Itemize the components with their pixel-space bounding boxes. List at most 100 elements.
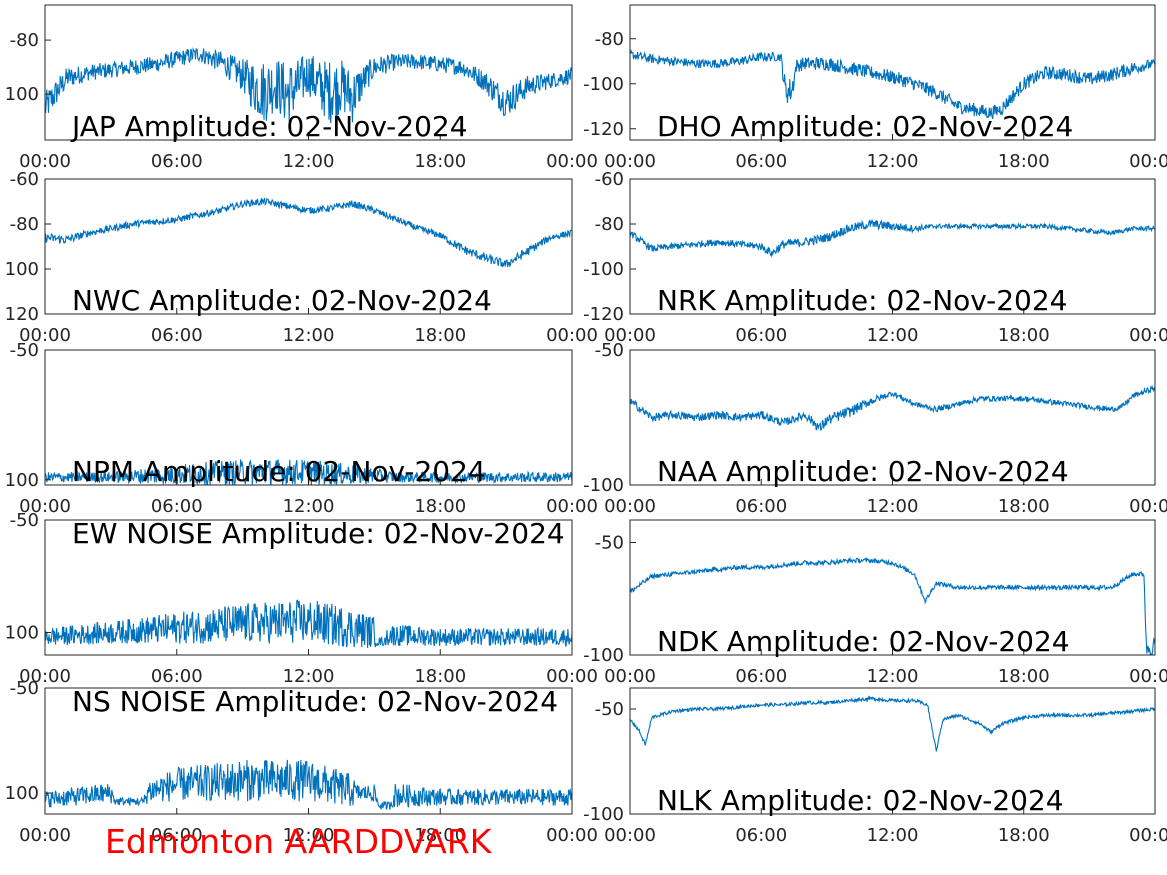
y-tick-label: -50 <box>595 533 624 554</box>
series-line <box>630 218 1155 258</box>
x-tick-label: 00:00 <box>604 666 656 687</box>
chart-title: NRK Amplitude: 02-Nov-2024 <box>657 284 1067 317</box>
x-tick-label: 00:00 <box>546 666 598 687</box>
x-tick-label: 18:00 <box>414 496 466 517</box>
x-tick-label: 00:00 <box>19 151 71 172</box>
x-tick-label: 18:00 <box>414 825 466 846</box>
y-tick-label: 100 <box>5 783 39 804</box>
x-tick-label: 06:00 <box>151 825 203 846</box>
chart-title: JAP Amplitude: 02-Nov-2024 <box>70 110 468 143</box>
x-tick-label: 12:00 <box>283 666 335 687</box>
series-line <box>45 599 572 649</box>
y-tick-label: -120 <box>583 119 624 140</box>
series-line <box>45 759 572 810</box>
y-tick-label: -80 <box>595 214 624 235</box>
y-tick-label: -50 <box>10 510 39 531</box>
x-tick-label: 18:00 <box>414 325 466 346</box>
chart-panel: -80-100-12000:0006:0012:0018:0000:00DHO … <box>583 4 1167 172</box>
chart-title: NPM Amplitude: 02-Nov-2024 <box>72 455 486 488</box>
y-tick-label: -100 <box>583 475 624 496</box>
x-tick-label: 00:00 <box>604 496 656 517</box>
x-tick-label: 00:00 <box>19 325 71 346</box>
x-tick-label: 12:00 <box>867 825 919 846</box>
x-tick-label: 00:00 <box>1129 825 1167 846</box>
x-tick-label: 00:00 <box>19 666 71 687</box>
y-tick-label: -60 <box>10 169 39 190</box>
y-tick-label: -120 <box>583 304 624 325</box>
series-line <box>630 695 1155 752</box>
y-tick-label: -50 <box>10 678 39 699</box>
chart-title: NWC Amplitude: 02-Nov-2024 <box>72 284 492 317</box>
x-tick-label: 12:00 <box>283 825 335 846</box>
x-tick-label: 06:00 <box>735 325 787 346</box>
y-tick-label: -50 <box>595 340 624 361</box>
x-tick-label: 00:00 <box>1129 325 1167 346</box>
x-tick-label: 00:00 <box>1129 496 1167 517</box>
y-tick-label: -80 <box>10 214 39 235</box>
x-tick-label: 12:00 <box>283 325 335 346</box>
x-tick-label: 12:00 <box>867 496 919 517</box>
y-tick-label: 100 <box>5 84 39 105</box>
series-line <box>45 47 572 124</box>
x-tick-label: 00:00 <box>546 325 598 346</box>
series-line <box>630 385 1155 432</box>
x-tick-label: 00:00 <box>546 151 598 172</box>
y-tick-label: -100 <box>583 259 624 280</box>
chart-title: EW NOISE Amplitude: 02-Nov-2024 <box>72 517 565 550</box>
x-tick-label: 06:00 <box>735 151 787 172</box>
y-tick-label: 100 <box>5 623 39 644</box>
y-tick-label: -60 <box>595 169 624 190</box>
y-tick-label: -50 <box>10 340 39 361</box>
x-tick-label: 06:00 <box>735 825 787 846</box>
x-tick-label: 00:00 <box>546 825 598 846</box>
x-tick-label: 00:00 <box>19 496 71 517</box>
x-tick-label: 00:00 <box>604 151 656 172</box>
x-tick-label: 00:00 <box>546 496 598 517</box>
chart-title: DHO Amplitude: 02-Nov-2024 <box>657 110 1073 143</box>
x-tick-label: 00:00 <box>1129 666 1167 687</box>
y-tick-label: 120 <box>5 304 39 325</box>
chart-title: NAA Amplitude: 02-Nov-2024 <box>657 455 1069 488</box>
series-line <box>45 197 572 268</box>
y-tick-label: -50 <box>595 699 624 720</box>
y-tick-label: -80 <box>10 30 39 51</box>
x-tick-label: 00:00 <box>1129 151 1167 172</box>
chart-title: NS NOISE Amplitude: 02-Nov-2024 <box>72 685 558 718</box>
y-tick-label: -100 <box>583 645 624 666</box>
x-tick-label: 18:00 <box>414 151 466 172</box>
x-tick-label: 00:00 <box>19 825 71 846</box>
x-tick-label: 18:00 <box>998 825 1050 846</box>
y-tick-label: 100 <box>5 470 39 491</box>
y-tick-label: -100 <box>583 74 624 95</box>
x-tick-label: 12:00 <box>283 496 335 517</box>
x-tick-label: 06:00 <box>151 325 203 346</box>
x-tick-label: 12:00 <box>867 666 919 687</box>
chart-panel: -50 100 00:00 06:00 12:00 18:00 00:00 EW NOISE … <box>5 510 598 687</box>
x-tick-label: 18:00 <box>998 151 1050 172</box>
x-tick-label: 00:00 <box>604 325 656 346</box>
y-tick-label: -100 <box>583 804 624 825</box>
x-tick-label: 06:00 <box>151 666 203 687</box>
y-tick-label: 100 <box>5 259 39 280</box>
x-tick-label: 18:00 <box>998 325 1050 346</box>
x-tick-label: 12:00 <box>867 151 919 172</box>
x-tick-label: 06:00 <box>735 496 787 517</box>
chart-title: NDK Amplitude: 02-Nov-2024 <box>657 625 1070 658</box>
x-tick-label: 18:00 <box>414 666 466 687</box>
chart-title: NLK Amplitude: 02-Nov-2024 <box>657 784 1064 817</box>
x-tick-label: 12:00 <box>283 151 335 172</box>
series-line <box>630 556 1155 655</box>
chart-panel: -60-80-100-12000:0006:0012:0018:0000:00N… <box>583 169 1167 346</box>
x-tick-label: 18:00 <box>998 496 1050 517</box>
x-tick-label: 06:00 <box>735 666 787 687</box>
x-tick-label: 00:00 <box>604 825 656 846</box>
series-line <box>630 49 1155 120</box>
x-tick-label: 12:00 <box>867 325 919 346</box>
y-tick-label: -80 <box>595 29 624 50</box>
x-tick-label: 06:00 <box>151 151 203 172</box>
